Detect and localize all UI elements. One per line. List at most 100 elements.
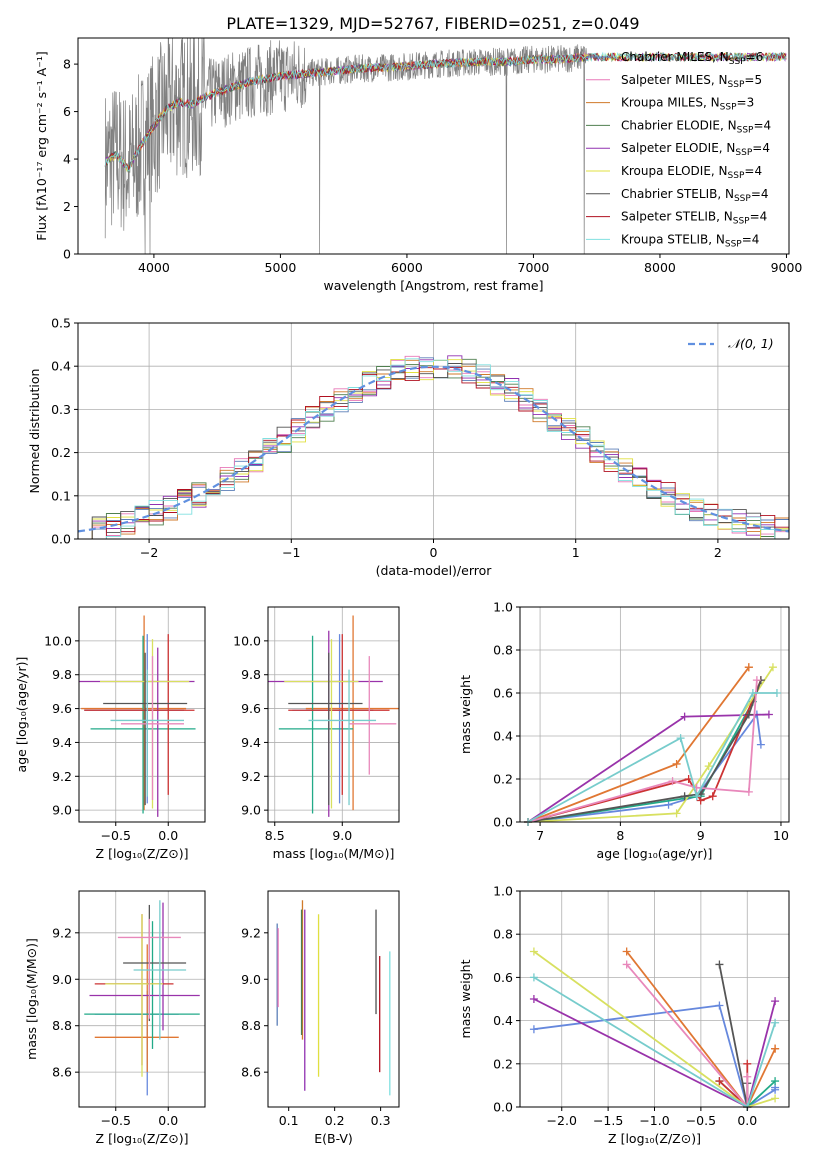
y-tick-label: 0.8 [493,927,513,942]
mass-weight-marker [744,787,753,796]
data-spectrum [104,38,587,254]
y-tick-label: 1.0 [493,600,513,615]
y-tick-label: 8 [63,57,71,72]
y-tick-label: 4 [63,152,71,167]
residual-histogram [91,358,789,539]
mass-weight-marker [715,960,724,969]
y-tick-label: 1.0 [493,884,513,899]
mass-weight-marker [529,947,538,956]
mass-vs-metallicity-panel: −0.5 0.0 8.6 8.8 9.0 9.2 Z [log₁₀(Z/Z⊙)] mass [… [24,890,206,1146]
spectrum-plot-area [104,38,787,254]
mass-weight-marker [771,1018,780,1027]
y-tick-label: 10.0 [233,633,261,648]
model-spectrum [104,51,787,171]
legend-subscript: SSP [733,217,750,227]
legend-label: Kroupa STELIB, NSSP=4 [621,232,759,249]
mass-weight-marker [756,740,765,749]
x-tick-label: 6000 [391,260,423,275]
y-tick-label: 8.6 [52,1065,72,1080]
mass-weight-marker [744,710,753,719]
legend-main: Salpeter ELODIE, N [621,141,735,155]
mass-weight-marker [715,1077,724,1086]
y-tick-label: 0.5 [51,316,71,331]
y-tick-label: 9.6 [52,701,72,716]
mass-weight-marker [692,792,701,801]
x-tick-label: −0.5 [101,1113,131,1128]
legend-subscript: SSP [729,57,746,67]
y-tick-label: 8.8 [52,1018,72,1033]
x-axis-label: Z [log₁₀(Z/Z⊙)] [96,846,189,861]
x-tick-label: −2 [140,545,158,560]
legend-label: Chabrier ELODIE, NSSP=4 [621,118,771,135]
y-tick-label: 9.2 [241,769,261,784]
legend-subscript: SSP [737,125,754,135]
mass-weight-marker [529,973,538,982]
x-tick-label: −0.5 [101,828,131,843]
mass-weight-marker [768,663,777,672]
x-tick-label: 0.0 [737,1113,757,1128]
y-tick-label: 0.4 [493,1013,513,1028]
y-axis-label: age [log₁₀(age/yr)] [14,657,29,773]
mass-weight-marker [680,792,689,801]
y-tick-label: 2 [63,199,71,214]
mass-weight-marker [771,1044,780,1053]
y-tick-label: 9.2 [52,925,72,940]
x-tick-label: −0.5 [686,1113,716,1128]
legend-main: Kroupa STELIB, N [621,232,725,246]
y-tick-label: 0.1 [51,488,71,503]
y-tick-label: 9.8 [52,667,72,682]
x-tick-label: 4000 [138,260,170,275]
x-axis-label: mass [log₁₀(M/M⊙)] [273,846,395,861]
y-tick-label: 0.0 [493,815,513,830]
mass-weight-marker [771,1077,780,1086]
y-tick-label: 8.8 [241,1018,261,1033]
mass-weight-marker [529,995,538,1003]
x-tick-label: 10 [773,828,789,843]
y-tick-label: 0.2 [51,445,71,460]
mass-weight-marker [664,800,673,809]
mass-weight-marker [771,997,780,1006]
legend-subscript: SSP [720,103,737,113]
y-tick-label: 0.0 [51,532,71,547]
mass-weight-marker [752,676,761,685]
residual-histogram [91,363,776,539]
y-tick-label: 0.2 [493,1056,513,1071]
x-tick-label: −1.0 [639,1113,669,1128]
model-spectrum [104,51,787,172]
mass-weight-marker [676,734,685,743]
y-axis-label: mass [log₁₀(M/M⊙)] [24,938,39,1060]
mass-weight-vs-age-panel: 7 8 9 10 0.0 0.2 0.4 0.6 0.8 1.0 age [log₁₀(age/yr… [458,600,790,861]
mass-weight-marker [744,663,753,672]
plot-frame [267,606,400,823]
x-tick-label: 0.1 [279,1113,299,1128]
legend-tail: =4 [744,164,762,178]
legend-label: Kroupa MILES, NSSP=3 [621,96,754,113]
legend-tail: =3 [737,96,755,110]
legend-subscript: SSP [735,148,752,158]
x-tick-label: 7 [536,828,544,843]
x-tick-label: −2.0 [547,1113,577,1128]
legend-subscript: SSP [734,194,751,204]
plot-frame [78,890,206,1108]
legend-tail: =4 [742,232,760,246]
x-tick-label: 0 [430,545,438,560]
y-tick-label: 9.0 [52,803,72,818]
legend-main: Chabrier MILES, N [621,50,729,64]
mass-weight-line [527,679,762,823]
y-tick-label: 9.2 [241,925,261,940]
legend-label: Salpeter ELODIE, NSSP=4 [621,141,770,158]
legend-label: Salpeter MILES, NSSP=5 [621,73,762,90]
mass-weight-marker [680,712,689,721]
x-tick-label: −1.5 [593,1113,623,1128]
mass-weight-marker [672,759,681,768]
x-tick-label: 9000 [771,260,803,275]
y-tick-label: 9.0 [241,972,261,987]
y-tick-label: 0.3 [51,402,71,417]
legend-label: Kroupa ELODIE, NSSP=4 [621,164,762,181]
legend-main: Kroupa MILES, N [621,96,720,110]
y-tick-label: 10.0 [44,633,72,648]
x-tick-label: 8000 [644,260,676,275]
legend-subscript: SSP [725,239,742,249]
mass-weight-marker [771,1094,780,1103]
y-tick-label: 8.6 [241,1065,261,1080]
